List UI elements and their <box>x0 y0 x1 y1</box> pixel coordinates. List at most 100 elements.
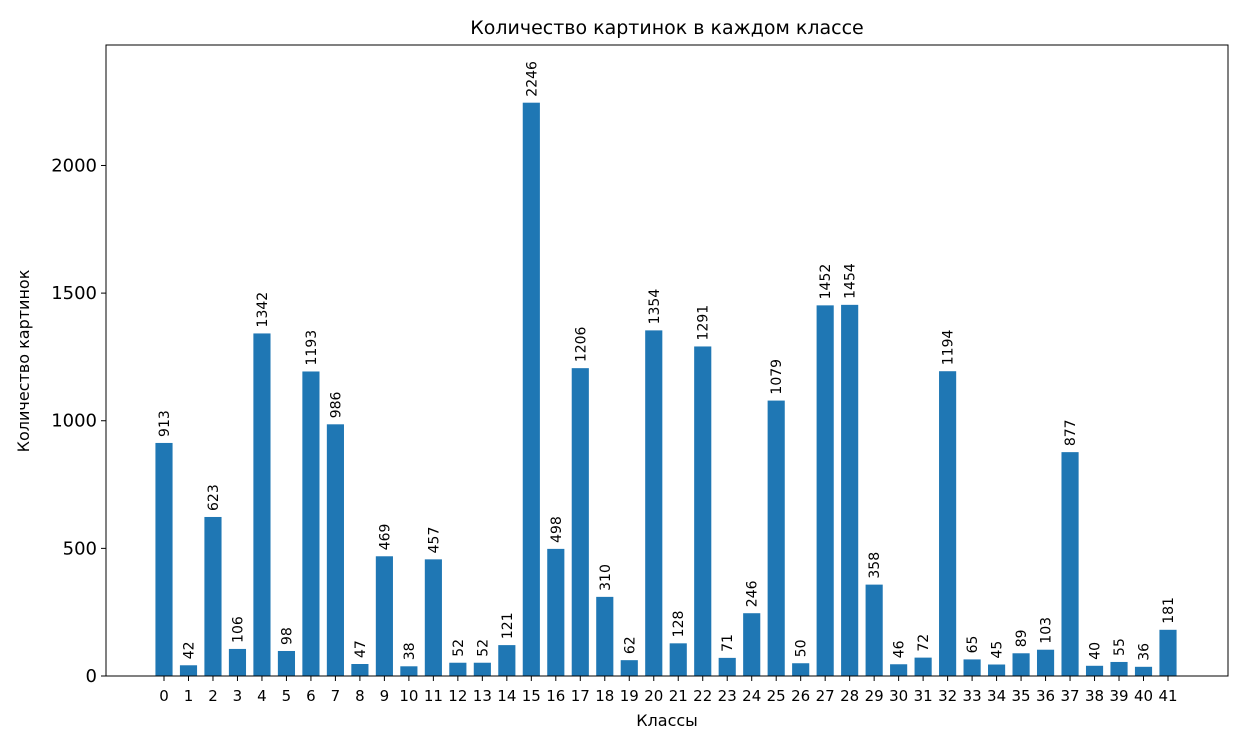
bar-39 <box>1110 661 1128 676</box>
bar-value-label: 106 <box>230 616 246 643</box>
y-tick-label: 0 <box>86 666 97 687</box>
bar-2 <box>204 516 222 676</box>
x-tick-label: 30 <box>889 687 908 705</box>
x-tick-label: 23 <box>718 687 737 705</box>
x-tick-label: 40 <box>1134 687 1153 705</box>
x-tick-label: 10 <box>399 687 418 705</box>
bar-value-label: 89 <box>1014 629 1030 647</box>
bar-7 <box>326 424 344 676</box>
x-tick-label: 3 <box>233 687 243 705</box>
bar-value-label: 72 <box>916 634 932 652</box>
x-tick-label: 13 <box>473 687 492 705</box>
chart-title: Количество картинок в каждом классе <box>470 17 864 39</box>
bar-17 <box>571 368 589 676</box>
bar-value-label: 103 <box>1039 617 1055 644</box>
bar-9 <box>375 556 393 676</box>
x-tick-label: 41 <box>1158 687 1177 705</box>
bar-value-label: 1452 <box>818 264 834 300</box>
x-tick-label: 24 <box>742 687 761 705</box>
x-tick-label: 1 <box>184 687 194 705</box>
bar-value-label: 623 <box>206 484 222 511</box>
x-tick-label: 31 <box>914 687 933 705</box>
x-tick-label: 12 <box>448 687 467 705</box>
x-tick-label: 17 <box>571 687 590 705</box>
x-tick-label: 36 <box>1036 687 1055 705</box>
bar-36 <box>1036 649 1055 676</box>
x-tick-label: 32 <box>938 687 957 705</box>
x-tick-label: 39 <box>1109 687 1128 705</box>
bar-value-label: 47 <box>353 640 369 658</box>
x-tick-label: 34 <box>987 687 1006 705</box>
x-tick-label: 38 <box>1085 687 1104 705</box>
bar-value-label: 45 <box>990 641 1006 659</box>
bar-4 <box>253 333 271 676</box>
y-tick-label: 500 <box>63 538 97 559</box>
bar-value-label: 46 <box>892 640 908 658</box>
x-tick-label: 33 <box>963 687 982 705</box>
bar-value-label: 877 <box>1063 419 1079 446</box>
bar-14 <box>498 645 516 676</box>
bar-3 <box>228 648 247 676</box>
bar-16 <box>547 548 565 676</box>
bar-27 <box>816 305 834 676</box>
bar-value-label: 98 <box>279 627 295 645</box>
bar-41 <box>1159 629 1177 676</box>
bar-34 <box>988 664 1006 676</box>
x-axis-ticks: 0 1 2 3 4 5 6 7 8 9 10 11 12 13 14 15 16 17 18 19 20 21 22 23 24… <box>159 676 1178 705</box>
bar-value-label: 52 <box>475 639 491 657</box>
bars-group <box>155 102 1177 676</box>
bar-30 <box>890 664 908 676</box>
bar-32 <box>939 371 957 676</box>
bar-labels-group: 913 42 623 106 1342 98 1193 986 47 469 38 457 52 52 12… <box>157 61 1177 661</box>
x-tick-label: 21 <box>669 687 688 705</box>
bar-18 <box>596 596 614 676</box>
x-tick-label: 16 <box>546 687 565 705</box>
bar-value-label: 310 <box>598 564 614 591</box>
bar-value-label: 181 <box>1161 597 1177 624</box>
bar-25 <box>767 400 785 676</box>
bar-value-label: 358 <box>867 552 883 579</box>
bar-28 <box>841 304 859 676</box>
bar-8 <box>351 664 369 676</box>
x-tick-label: 0 <box>159 687 169 705</box>
bar-value-label: 52 <box>451 639 467 657</box>
bar-value-label: 121 <box>500 612 516 639</box>
x-tick-label: 14 <box>497 687 516 705</box>
bar-0 <box>155 442 173 676</box>
x-tick-label: 2 <box>208 687 218 705</box>
bar-value-label: 55 <box>1112 638 1128 656</box>
x-tick-label: 15 <box>522 687 541 705</box>
bar-20 <box>645 330 663 676</box>
bar-23 <box>718 657 736 676</box>
bar-value-label: 36 <box>1137 643 1153 661</box>
y-axis-ticks: 0 500 1000 1500 2000 <box>51 155 106 687</box>
bar-value-label: 1193 <box>304 330 320 366</box>
y-tick-label: 1500 <box>51 283 97 304</box>
bar-40 <box>1134 666 1153 676</box>
bar-31 <box>914 657 932 676</box>
bar-value-label: 913 <box>157 410 173 437</box>
bar-33 <box>963 659 981 676</box>
x-tick-label: 25 <box>767 687 786 705</box>
x-tick-label: 20 <box>644 687 663 705</box>
bar-value-label: 1454 <box>843 263 859 299</box>
x-tick-label: 37 <box>1061 687 1080 705</box>
bar-value-label: 469 <box>377 524 393 551</box>
bar-value-label: 1079 <box>769 359 785 395</box>
x-tick-label: 9 <box>380 687 390 705</box>
bar-6 <box>302 371 320 676</box>
y-axis-label: Количество картинок <box>14 269 33 452</box>
y-tick-label: 2000 <box>51 155 97 176</box>
bar-value-label: 1291 <box>696 305 712 341</box>
bar-37 <box>1061 452 1079 676</box>
bar-value-label: 38 <box>402 642 418 660</box>
x-tick-label: 35 <box>1012 687 1031 705</box>
bar-value-label: 1342 <box>255 292 271 328</box>
x-axis-label: Классы <box>636 711 698 730</box>
x-tick-label: 7 <box>331 687 341 705</box>
bar-value-label: 1206 <box>573 326 589 362</box>
plot-frame <box>105 44 1229 677</box>
bar-1 <box>179 665 198 676</box>
bar-value-label: 50 <box>794 639 810 657</box>
